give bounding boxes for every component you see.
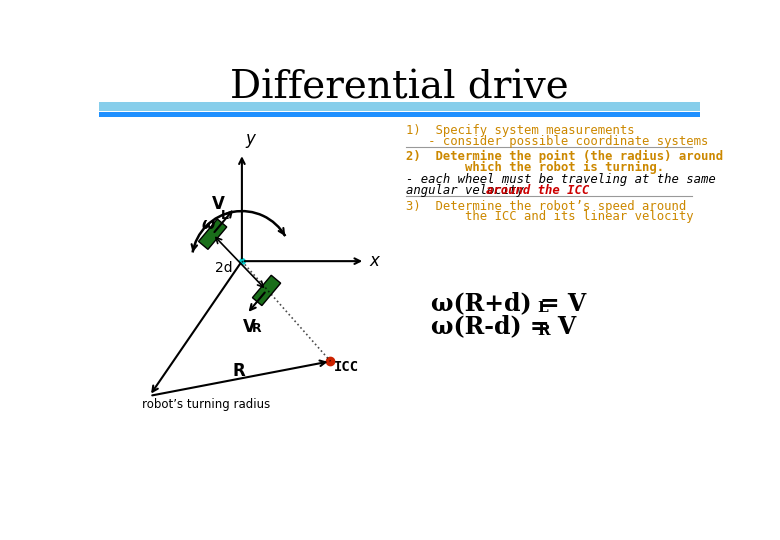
Text: around the ICC: around the ICC [486,184,589,197]
Text: x: x [369,252,379,270]
Text: - consider possible coordinate systems: - consider possible coordinate systems [406,135,708,148]
Text: V: V [243,318,256,336]
Text: ICC: ICC [335,360,360,374]
Text: - each wheel must be traveling at the same: - each wheel must be traveling at the sa… [406,173,716,186]
Text: ω(R+d) = V: ω(R+d) = V [431,292,586,315]
Polygon shape [199,219,227,249]
Text: R: R [232,362,245,380]
Text: 2d: 2d [215,261,232,275]
Text: 3)  Determine the robot’s speed around: 3) Determine the robot’s speed around [406,200,686,213]
Text: Differential drive: Differential drive [230,70,569,106]
Text: angular velocity: angular velocity [406,184,531,197]
Text: 1)  Specify system measurements: 1) Specify system measurements [406,124,635,137]
Text: which the robot is turning.: which the robot is turning. [406,161,664,174]
Polygon shape [253,275,281,306]
Text: 2)  Determine the point (the radius) around: 2) Determine the point (the radius) arou… [406,150,723,164]
Text: L: L [221,209,229,222]
Text: R: R [252,322,262,335]
Bar [99,102,700,111]
Text: ω: ω [202,217,215,232]
Text: the ICC and its linear velocity: the ICC and its linear velocity [406,211,693,224]
Text: V: V [212,195,225,213]
Text: y: y [245,130,255,148]
Text: robot’s turning radius: robot’s turning radius [142,398,270,411]
Text: ω(R-d) = V: ω(R-d) = V [431,315,576,339]
Text: R: R [537,324,549,338]
Text: L: L [537,301,548,315]
Bar [99,112,700,117]
